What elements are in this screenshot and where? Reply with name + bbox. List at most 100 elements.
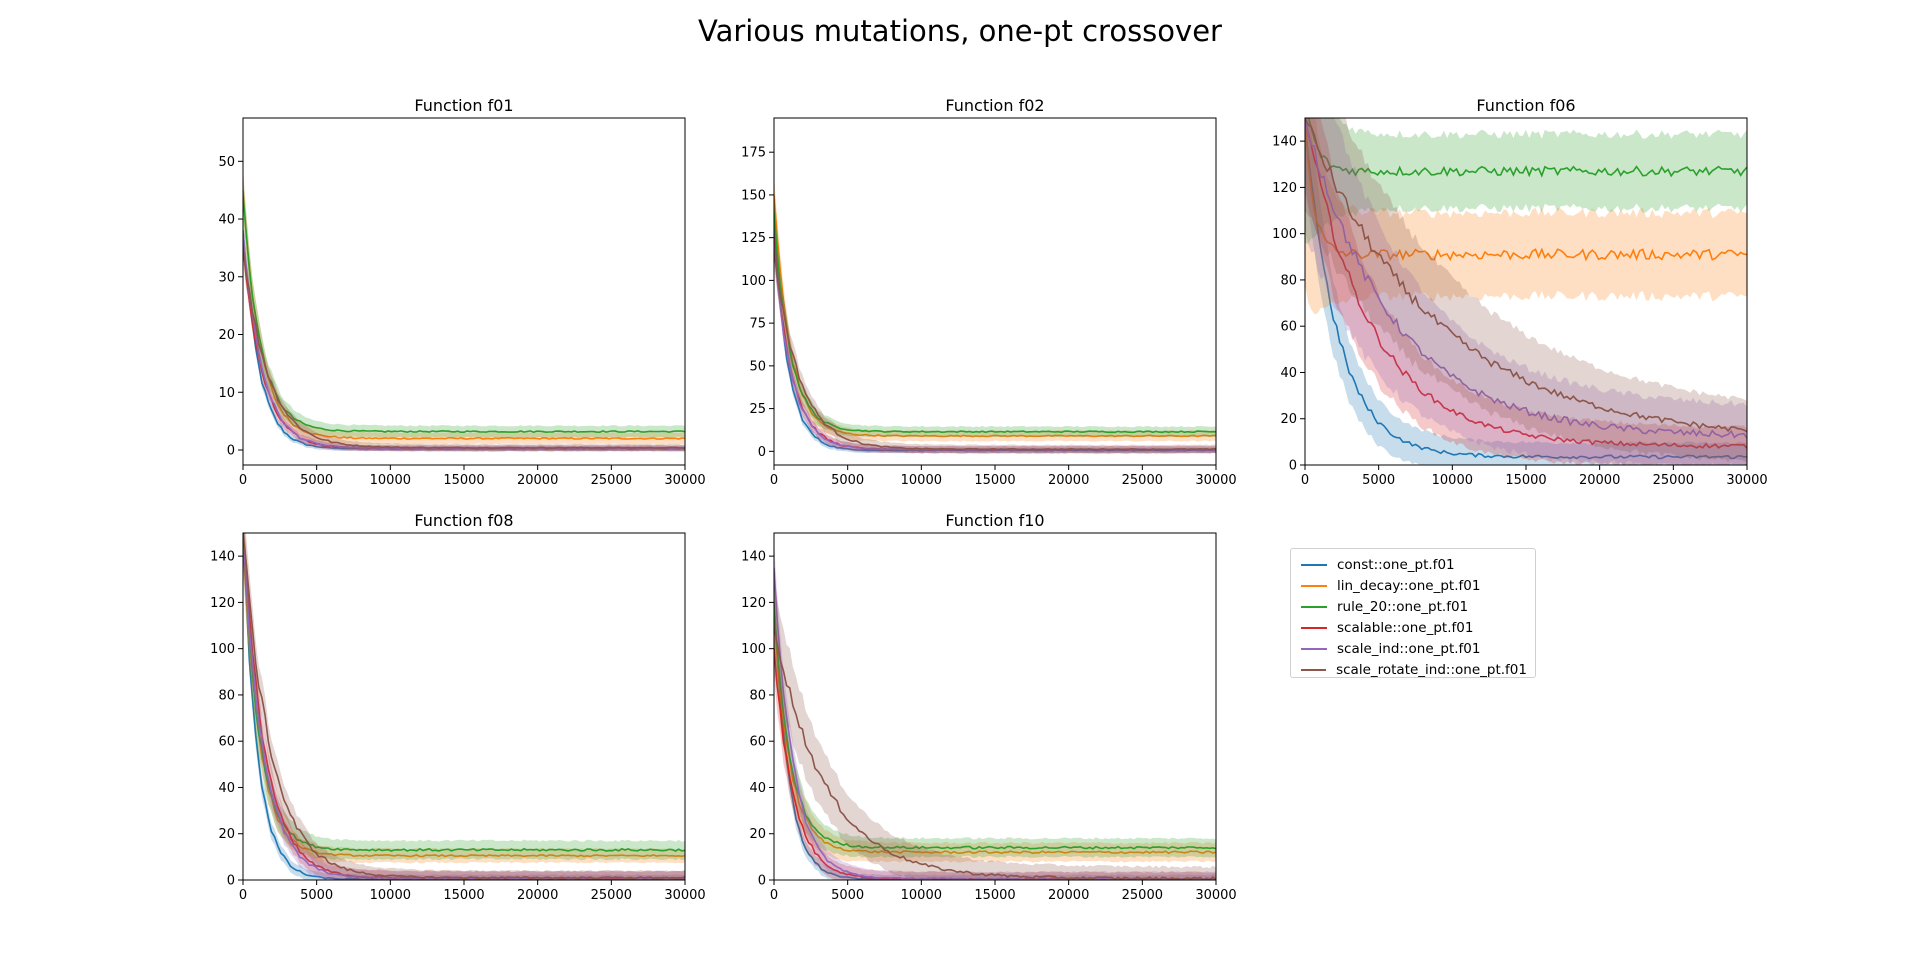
x-tick-label: 5000	[300, 888, 333, 903]
plot-area	[1305, 118, 1747, 465]
series-line	[774, 613, 1216, 855]
series-band	[243, 533, 685, 880]
y-tick-label: 125	[741, 231, 766, 246]
series-band	[243, 533, 685, 864]
series-line	[243, 247, 685, 449]
y-tick-label: 40	[218, 781, 235, 796]
x-tick-label: 15000	[1505, 473, 1546, 488]
series-band	[1305, 118, 1747, 244]
legend-swatch	[1301, 647, 1327, 650]
y-tick-label: 40	[1280, 366, 1297, 381]
series-band	[774, 174, 1216, 442]
series-band	[243, 167, 685, 445]
legend-item: lin_decay::one_pt.f01	[1299, 575, 1527, 596]
x-tick-label: 20000	[517, 888, 558, 903]
x-tick-label: 0	[239, 473, 247, 488]
x-tick-label: 15000	[974, 888, 1015, 903]
series-band	[1305, 118, 1747, 465]
x-tick-label: 30000	[664, 888, 705, 903]
y-tick-label: 0	[758, 874, 766, 889]
x-tick-label: 15000	[443, 473, 484, 488]
legend-label: scale_ind::one_pt.f01	[1337, 640, 1481, 657]
y-tick-label: 0	[227, 443, 235, 458]
y-tick-label: 0	[227, 874, 235, 889]
legend: const::one_pt.f01 lin_decay::one_pt.f01 …	[1290, 548, 1536, 678]
figure-title: Various mutations, one-pt crossover	[698, 14, 1222, 48]
x-tick-label: 30000	[1195, 888, 1236, 903]
series-line	[243, 533, 685, 880]
series-line	[243, 230, 685, 450]
x-tick-label: 30000	[664, 473, 705, 488]
series-line	[774, 194, 1216, 438]
y-tick-label: 100	[741, 642, 766, 657]
legend-item: rule_20::one_pt.f01	[1299, 596, 1527, 617]
x-tick-label: 15000	[974, 473, 1015, 488]
subplot-title: Function f01	[414, 96, 513, 115]
x-tick-label: 0	[1301, 473, 1309, 488]
series-line	[774, 246, 1216, 451]
axes-frame	[242, 532, 686, 881]
y-tick-label: 40	[749, 781, 766, 796]
series-band	[243, 533, 685, 880]
series-band	[243, 533, 685, 880]
y-tick-label: 25	[749, 402, 766, 417]
series-band	[243, 219, 685, 452]
x-tick-label: 15000	[443, 888, 484, 903]
subplot-title: Function f08	[414, 511, 513, 530]
series-line	[243, 533, 685, 880]
y-tick-label: 40	[218, 213, 235, 228]
series-line	[243, 533, 685, 853]
series-band	[774, 232, 1216, 455]
y-tick-label: 60	[1280, 320, 1297, 335]
series-line	[243, 195, 685, 434]
x-tick-label: 5000	[831, 888, 864, 903]
axes-frame	[773, 117, 1217, 466]
subplot-function-f08: 0 5000 10000 15000 20000 25000 30000 0 20 40 60 80 1…	[210, 511, 706, 903]
x-tick-label: 0	[770, 473, 778, 488]
x-tick-label: 30000	[1195, 473, 1236, 488]
y-tick-label: 140	[210, 550, 235, 565]
x-tick-label: 5000	[300, 473, 333, 488]
y-tick-label: 20	[1280, 412, 1297, 427]
x-tick-label: 25000	[591, 473, 632, 488]
x-tick-label: 0	[770, 888, 778, 903]
y-tick-label: 175	[741, 146, 766, 161]
x-tick-label: 0	[239, 888, 247, 903]
y-tick-label: 80	[749, 688, 766, 703]
legend-label: lin_decay::one_pt.f01	[1337, 577, 1481, 594]
subplot-function-f06: 0 5000 10000 15000 20000 25000 30000 0 20 40 60 80 1…	[1272, 96, 1768, 488]
x-tick-label: 5000	[831, 473, 864, 488]
y-tick-label: 80	[218, 688, 235, 703]
series-line	[1305, 118, 1747, 449]
x-tick-label: 20000	[1579, 473, 1620, 488]
y-tick-label: 120	[210, 596, 235, 611]
y-tick-label: 50	[218, 155, 235, 170]
plot-area	[774, 539, 1216, 880]
series-line	[243, 190, 685, 440]
series-band	[1305, 118, 1747, 465]
subplot-function-f02: 0 5000 10000 15000 20000 25000 30000 0 25 50 75 100…	[741, 96, 1237, 488]
series-line	[774, 229, 1216, 452]
legend-label: scale_rotate_ind::one_pt.f01	[1336, 661, 1527, 678]
legend-label: const::one_pt.f01	[1337, 556, 1455, 573]
y-tick-label: 60	[749, 735, 766, 750]
series-line	[774, 211, 1216, 434]
y-tick-label: 100	[1272, 227, 1297, 242]
subplot-function-f01: 0 5000 10000 15000 20000 25000 30000 0 10 20 30 40 5…	[218, 96, 705, 488]
legend-label: rule_20::one_pt.f01	[1337, 598, 1469, 615]
y-tick-label: 50	[749, 359, 766, 374]
series-band	[774, 570, 1216, 858]
series-line	[243, 533, 685, 880]
y-tick-label: 30	[218, 270, 235, 285]
axes-frame	[242, 117, 686, 466]
x-tick-label: 25000	[1122, 888, 1163, 903]
series-band	[1305, 118, 1747, 315]
y-tick-label: 150	[741, 188, 766, 203]
series-band	[774, 232, 1216, 454]
series-line	[1305, 118, 1747, 433]
series-band	[774, 218, 1216, 454]
legend-item: const::one_pt.f01	[1299, 554, 1527, 575]
x-tick-label: 10000	[1432, 473, 1473, 488]
plot-area	[774, 174, 1216, 455]
